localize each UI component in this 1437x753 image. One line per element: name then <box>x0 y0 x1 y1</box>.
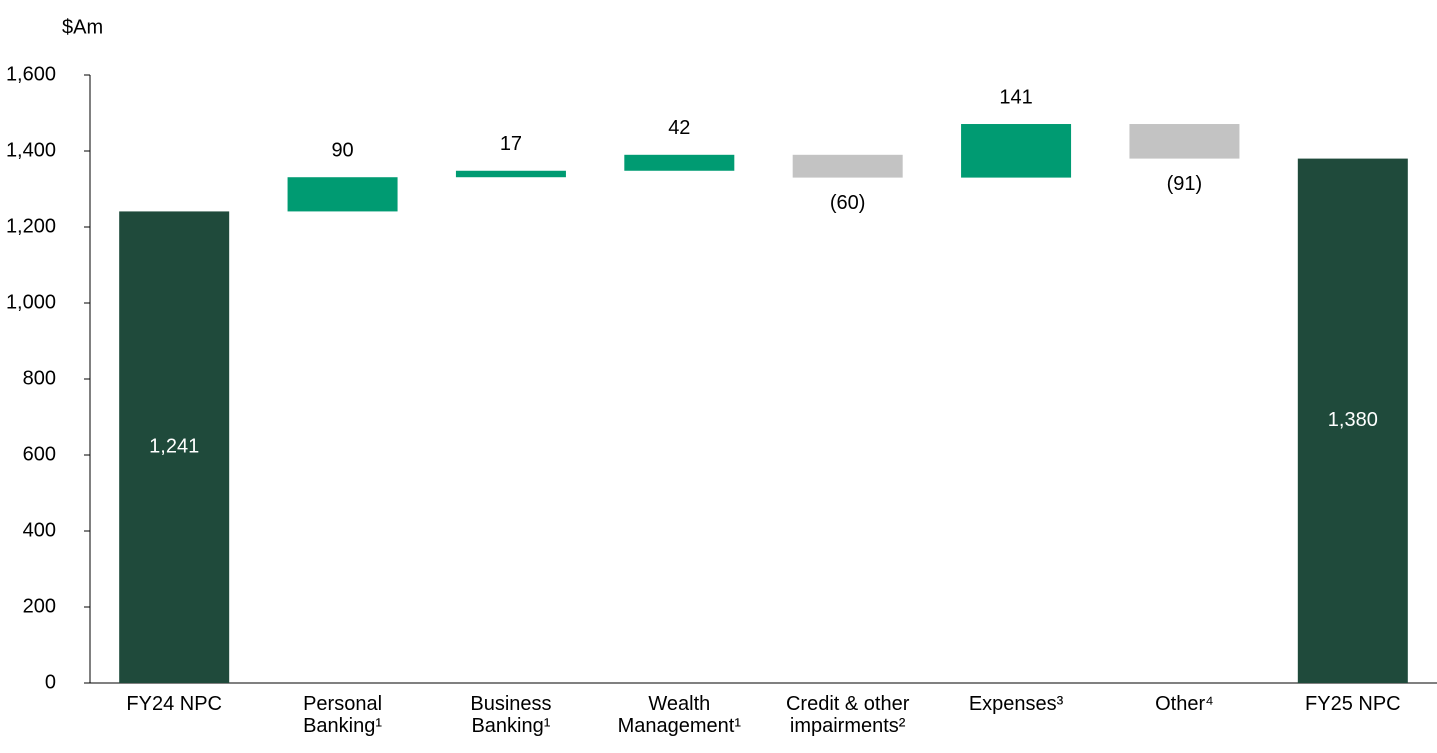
x-tick-label: Wealth Management¹ <box>617 693 742 737</box>
y-tick-label: 1,600 <box>6 63 56 85</box>
bar <box>455 170 566 178</box>
bar <box>287 177 398 212</box>
x-tick-label: Expenses³ <box>968 693 1064 715</box>
y-tick-label: 0 <box>45 671 56 693</box>
y-tick-label: 600 <box>23 443 56 465</box>
y-tick-label: 200 <box>23 595 56 617</box>
bar <box>961 124 1072 178</box>
x-tick-label: FY24 NPC <box>126 693 222 715</box>
value-label: 141 <box>999 86 1032 108</box>
value-label: (91) <box>1167 173 1203 195</box>
x-tick-label: Personal Banking¹ <box>303 693 383 737</box>
value-label: 1,380 <box>1328 409 1378 431</box>
value-label: 17 <box>500 133 522 155</box>
bar <box>624 154 735 171</box>
value-label: (60) <box>830 192 866 214</box>
y-axis-unit: $Am <box>62 16 103 38</box>
y-tick-label: 800 <box>23 367 56 389</box>
x-tick-label: Credit & other impairments² <box>785 693 910 737</box>
y-tick-label: 1,200 <box>6 215 56 237</box>
x-tick-label: Business Banking¹ <box>470 693 552 737</box>
x-tick-label: FY25 NPC <box>1305 693 1401 715</box>
value-label: 90 <box>331 140 353 162</box>
x-tick-label: Other⁴ <box>1155 693 1214 715</box>
y-tick-label: 1,400 <box>6 139 56 161</box>
value-label: 42 <box>668 117 690 139</box>
bar <box>792 154 903 178</box>
bar <box>119 211 230 684</box>
bar <box>1129 124 1240 159</box>
y-tick-label: 1,000 <box>6 291 56 313</box>
value-label: 1,241 <box>149 435 199 457</box>
bar <box>1297 158 1408 684</box>
y-tick-label: 400 <box>23 519 56 541</box>
